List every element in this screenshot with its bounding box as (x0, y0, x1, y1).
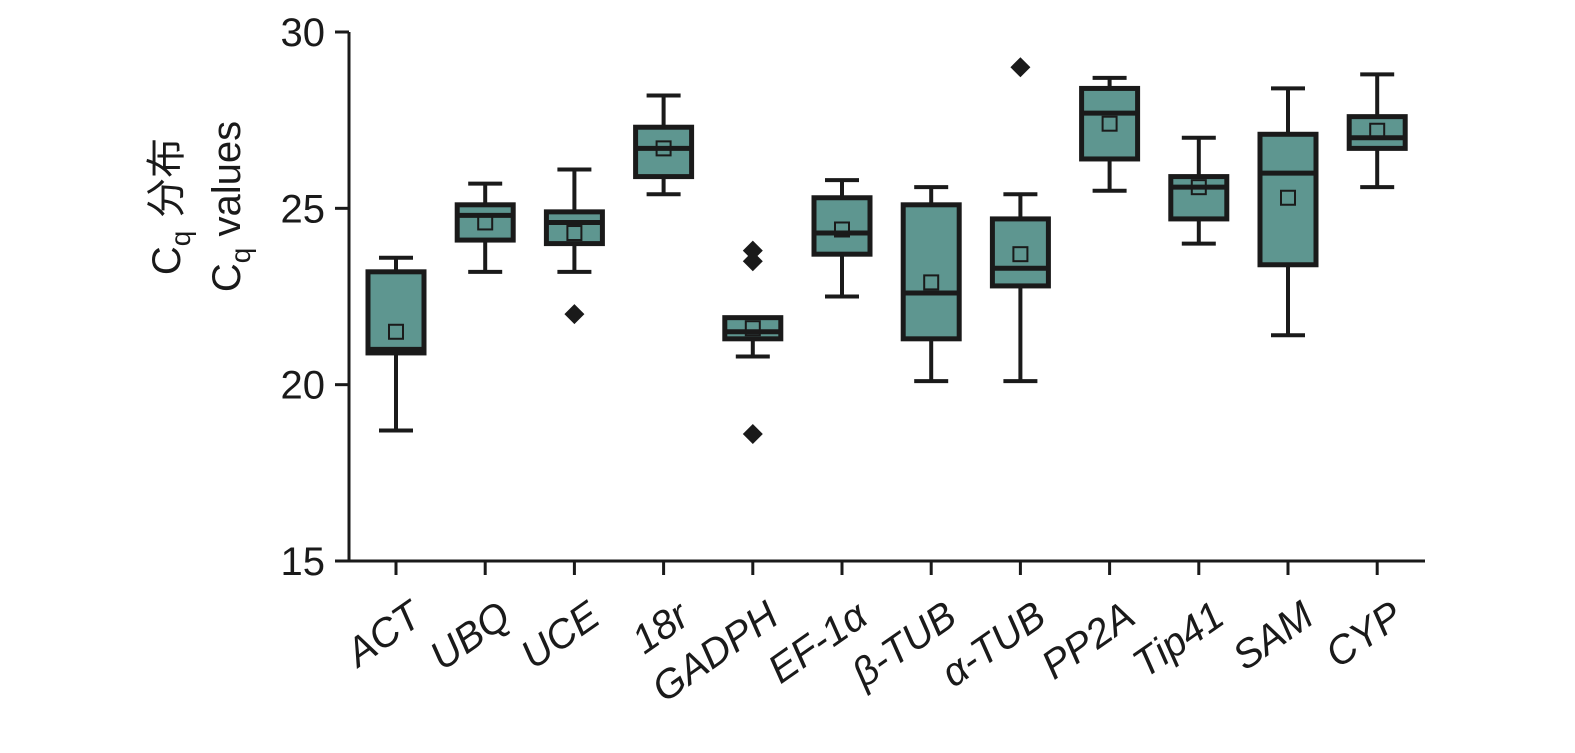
mean-marker (1012, 246, 1029, 263)
outlier-point (742, 424, 763, 445)
mean-marker (566, 225, 583, 242)
box-group-8 (1079, 75, 1141, 193)
mean-marker (744, 320, 761, 337)
box-iqr (454, 202, 516, 243)
mean-marker (834, 221, 850, 238)
x-category-label: β-TUB (843, 593, 964, 696)
box-group-3 (633, 93, 695, 197)
box-group-11 (1346, 72, 1408, 190)
y-tick-label: 30 (281, 11, 326, 55)
box-iqr (1346, 114, 1408, 151)
y-axis-label-line2: Cq values (205, 121, 256, 292)
box-group-2 (543, 167, 605, 325)
mean-marker (1280, 189, 1296, 206)
x-category-label: SAM (1225, 593, 1322, 679)
box-iqr (633, 124, 695, 180)
box-group-10 (1257, 86, 1319, 338)
box-iqr (543, 209, 605, 247)
box-group-4 (722, 240, 784, 445)
x-category-label: CYP (1318, 593, 1411, 676)
mean-marker (923, 274, 940, 291)
y-tick-label: 20 (281, 364, 326, 408)
outlier-point (1010, 57, 1031, 78)
x-category-label: UCE (513, 593, 608, 678)
y-tick-label: 25 (281, 187, 326, 231)
box-iqr (811, 195, 873, 257)
x-category-label: Tip41 (1125, 593, 1232, 686)
mean-marker (477, 214, 494, 231)
box-group-6 (900, 185, 962, 384)
box-iqr (1257, 131, 1319, 268)
box-group-5 (811, 178, 873, 299)
x-category-label: ACT (337, 592, 432, 677)
boxes-layer (365, 57, 1408, 445)
box-group-0 (365, 255, 427, 433)
mean-marker (1101, 115, 1118, 132)
mean-marker (388, 323, 404, 340)
box-group-7 (989, 57, 1051, 384)
mean-marker (1369, 122, 1386, 139)
outlier-point (742, 240, 763, 261)
box-iqr (900, 202, 962, 342)
axes (335, 30, 1425, 575)
box-group-1 (454, 181, 516, 274)
y-axis-label-line1: Cq 分布 (144, 138, 196, 275)
mean-marker (1190, 179, 1207, 196)
box-iqr (989, 216, 1051, 289)
box-iqr (1168, 174, 1230, 222)
box-group-9 (1168, 135, 1230, 246)
box-iqr (1079, 85, 1141, 162)
outlier-point (564, 304, 585, 325)
mean-marker (655, 140, 672, 157)
box-iqr (365, 269, 427, 356)
x-category-label: UBQ (422, 593, 518, 679)
y-tick-label: 15 (281, 540, 326, 584)
x-category-label: α-TUB (933, 593, 1053, 696)
outlier-point (742, 251, 763, 272)
x-category-label: PP2A (1034, 593, 1143, 688)
